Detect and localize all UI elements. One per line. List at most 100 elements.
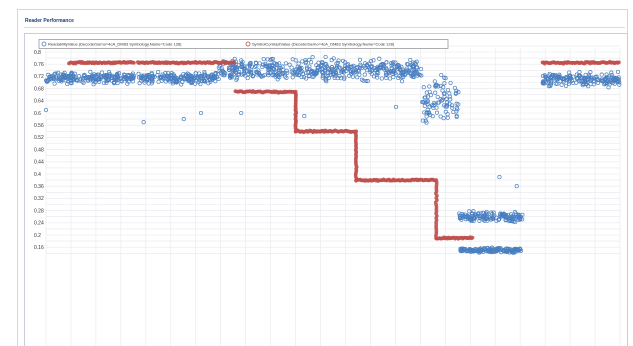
readability-point bbox=[499, 213, 504, 219]
y-tick-label: 0.24 bbox=[34, 221, 44, 227]
y-tick-label: 0.64 bbox=[34, 99, 44, 105]
title-divider bbox=[24, 27, 625, 28]
readability-point bbox=[236, 62, 241, 67]
y-tick-label: 0.76 bbox=[34, 62, 44, 68]
readability-point bbox=[548, 83, 553, 89]
readability-point bbox=[114, 72, 119, 77]
readability-point bbox=[383, 73, 388, 78]
readability-point bbox=[358, 64, 363, 69]
readability-point bbox=[324, 79, 329, 84]
readability-point bbox=[47, 75, 52, 80]
readability-point bbox=[119, 79, 124, 84]
readability-point bbox=[122, 74, 127, 79]
readability-point bbox=[89, 74, 94, 79]
readability-point bbox=[609, 70, 614, 75]
y-tick-label: 0.72 bbox=[34, 74, 44, 80]
readability-point bbox=[565, 77, 570, 83]
readability-point bbox=[216, 76, 221, 82]
readability-point bbox=[101, 80, 107, 86]
readability-point bbox=[497, 217, 502, 222]
readability-point bbox=[271, 60, 276, 66]
readability-point bbox=[96, 74, 101, 79]
readability-point bbox=[143, 78, 148, 83]
readability-point bbox=[233, 65, 238, 70]
readability-point bbox=[311, 71, 316, 76]
readability-point bbox=[413, 60, 418, 66]
readability-point bbox=[227, 67, 232, 73]
readability-point bbox=[268, 70, 273, 75]
readability-point bbox=[559, 82, 564, 87]
readability-point bbox=[247, 61, 253, 66]
readability-point bbox=[467, 248, 472, 253]
readability-point bbox=[344, 66, 349, 71]
readability-point bbox=[421, 85, 426, 90]
readability-point bbox=[454, 114, 459, 119]
readability-point bbox=[202, 79, 207, 84]
readability-point bbox=[374, 73, 379, 78]
readability-point bbox=[309, 60, 314, 65]
y-tick-label: 0.48 bbox=[34, 147, 44, 153]
readability-point bbox=[612, 78, 617, 83]
readability-point bbox=[399, 75, 404, 80]
readability-point bbox=[448, 80, 453, 85]
readability-point bbox=[271, 72, 276, 77]
readability-point bbox=[174, 79, 179, 84]
readability-point bbox=[126, 79, 131, 84]
readability-point bbox=[227, 73, 232, 78]
readability-point bbox=[583, 72, 588, 77]
readability-point bbox=[453, 91, 458, 96]
readability-point bbox=[553, 81, 558, 86]
readability-point bbox=[580, 83, 585, 88]
readability-point bbox=[96, 77, 102, 82]
readability-point bbox=[239, 64, 244, 69]
readability-point bbox=[350, 65, 355, 70]
readability-point bbox=[433, 83, 439, 88]
readability-point bbox=[357, 66, 362, 71]
readability-point bbox=[84, 76, 89, 81]
readability-point bbox=[56, 78, 61, 83]
readability-point bbox=[427, 84, 432, 89]
readability-point bbox=[368, 70, 373, 75]
readability-point bbox=[45, 79, 50, 84]
readability-point bbox=[436, 100, 441, 105]
readability-point bbox=[334, 71, 339, 76]
readability-point bbox=[480, 210, 486, 215]
y-tick-label: 0.2 bbox=[34, 233, 41, 239]
readability-point bbox=[233, 72, 238, 77]
readability-point bbox=[115, 71, 120, 76]
readability-point bbox=[604, 72, 609, 77]
readability-point bbox=[462, 214, 467, 219]
readability-point bbox=[485, 216, 490, 221]
readability-point bbox=[419, 73, 424, 78]
readability-point bbox=[429, 103, 434, 108]
readability-point bbox=[283, 61, 288, 66]
readability-point bbox=[202, 69, 207, 75]
readability-point bbox=[609, 73, 614, 78]
readability-point bbox=[357, 72, 362, 77]
readability-point bbox=[435, 94, 440, 100]
symbol-contrast-transition bbox=[354, 178, 359, 183]
readability-point bbox=[432, 102, 437, 107]
readability-point bbox=[213, 71, 218, 76]
readability-point bbox=[548, 75, 554, 80]
readability-point bbox=[365, 64, 371, 69]
readability-point bbox=[334, 61, 339, 66]
readability-point bbox=[384, 75, 389, 81]
readability-point bbox=[379, 76, 384, 81]
readability-point bbox=[442, 81, 447, 86]
y-tick-label: 0.8 bbox=[34, 50, 41, 56]
readability-point bbox=[419, 66, 424, 72]
readability-point bbox=[260, 74, 266, 79]
readability-point bbox=[314, 71, 319, 76]
readability-point bbox=[410, 64, 415, 69]
panel-title: Reader Performance bbox=[25, 18, 74, 24]
readability-point bbox=[245, 64, 250, 69]
readability-point bbox=[149, 70, 154, 75]
symbol-contrast-point bbox=[617, 60, 621, 65]
readability-point bbox=[375, 64, 380, 69]
readability-point bbox=[338, 69, 344, 74]
readability-point bbox=[546, 84, 551, 89]
readability-point bbox=[350, 74, 355, 79]
readability-point bbox=[97, 79, 102, 84]
readability-point bbox=[545, 76, 550, 81]
